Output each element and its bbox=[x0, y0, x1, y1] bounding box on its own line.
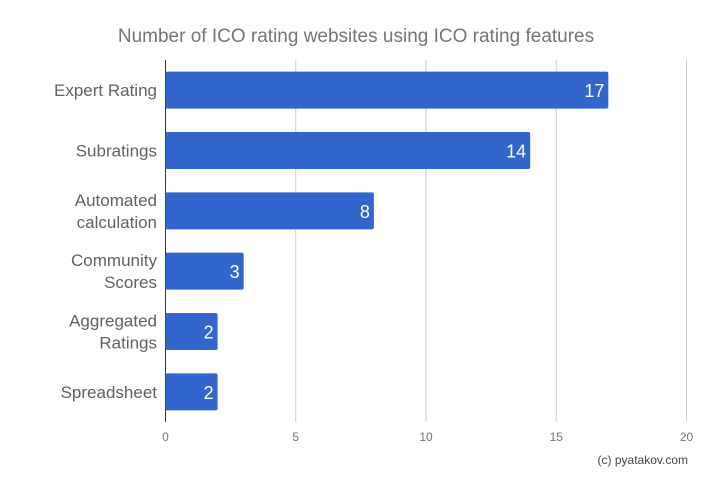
data-label: 17 bbox=[584, 81, 604, 101]
category-label: Subratings bbox=[76, 142, 157, 161]
bar bbox=[165, 132, 531, 169]
x-tick-label: 10 bbox=[419, 430, 433, 444]
category-label: Aggregated bbox=[69, 312, 157, 331]
category-label: Spreadsheet bbox=[61, 383, 158, 402]
chart-title: Number of ICO rating websites using ICO … bbox=[118, 26, 594, 47]
bar bbox=[165, 192, 374, 230]
category-label: calculation bbox=[77, 213, 157, 232]
data-label: 2 bbox=[204, 383, 214, 403]
data-label: 8 bbox=[360, 202, 370, 222]
data-label: 3 bbox=[230, 262, 240, 282]
bar bbox=[165, 373, 218, 411]
x-tick-label: 20 bbox=[680, 430, 694, 444]
data-label: 14 bbox=[506, 142, 526, 162]
x-tick-label: 5 bbox=[292, 430, 299, 444]
category-label: Scores bbox=[104, 273, 157, 292]
category-label: Expert Rating bbox=[54, 81, 157, 100]
x-tick-label: 0 bbox=[162, 430, 169, 444]
bar bbox=[165, 313, 218, 350]
data-label: 2 bbox=[204, 323, 214, 343]
bar bbox=[165, 252, 244, 290]
category-label: Automated bbox=[75, 191, 157, 210]
category-label: Ratings bbox=[99, 334, 157, 353]
credit: (c) pyatakov.com bbox=[598, 453, 688, 467]
x-tick-label: 15 bbox=[550, 430, 564, 444]
bar bbox=[165, 71, 609, 109]
category-label: Community bbox=[71, 251, 157, 270]
